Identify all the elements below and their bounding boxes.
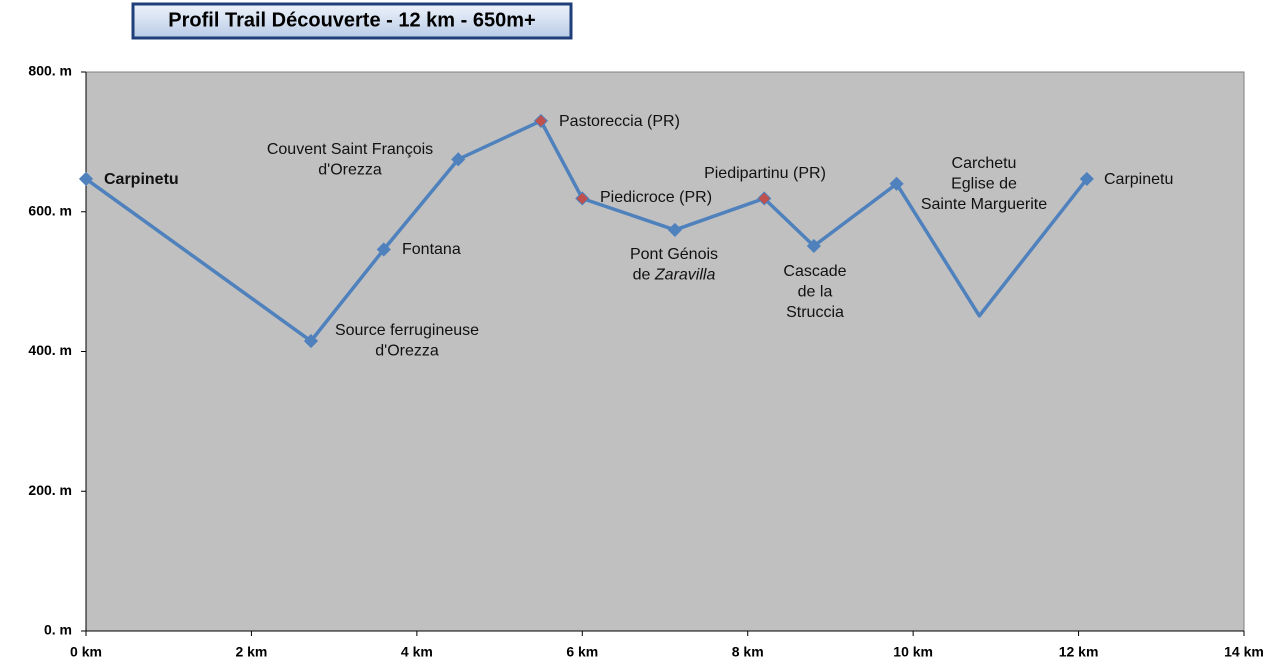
plot-area <box>85 71 1245 632</box>
point-label: Struccia <box>786 304 844 321</box>
x-tick-label: 6 km <box>566 644 598 660</box>
marker <box>575 191 590 206</box>
marker <box>451 152 466 167</box>
marker <box>1079 171 1094 186</box>
point-label: Cascade <box>783 263 846 280</box>
point-label: Eglise de <box>951 176 1017 193</box>
point-label: Carchetu <box>952 155 1017 172</box>
point-label: d'Orezza <box>318 162 382 179</box>
x-tick-label: 2 km <box>235 644 267 660</box>
point-label: Piedipartinu (PR) <box>704 165 826 182</box>
point-label: d'Orezza <box>375 343 439 360</box>
marker <box>376 242 391 257</box>
x-tick-label: 0 km <box>70 644 102 660</box>
x-tick-label: 12 km <box>1059 644 1099 660</box>
marker <box>667 222 682 237</box>
point-label: Pont Génois <box>630 246 718 263</box>
marker <box>78 171 94 186</box>
marker <box>889 176 904 191</box>
marker <box>757 191 772 206</box>
point-label: Sainte Marguerite <box>921 196 1047 213</box>
y-tick-label: 0. m <box>44 622 72 638</box>
point-label: Carpinetu <box>104 171 179 188</box>
y-tick-label: 200. m <box>28 482 72 498</box>
y-tick-label: 400. m <box>28 342 72 358</box>
x-tick-label: 8 km <box>732 644 764 660</box>
y-tick-label: 800. m <box>28 63 72 79</box>
label-part: Zaravilla <box>654 267 716 284</box>
x-tick-label: 10 km <box>893 644 933 660</box>
x-tick-label: 14 km <box>1224 644 1264 660</box>
marker <box>806 238 821 254</box>
marker <box>533 113 548 128</box>
point-label: de Zaravilla <box>633 267 716 284</box>
chart-title: Profil Trail Découverte - 12 km - 650m+ <box>168 9 535 31</box>
elevation-line <box>84 119 1089 343</box>
point-label: Pastoreccia (PR) <box>559 113 680 130</box>
y-tick-label: 600. m <box>28 202 72 218</box>
x-tick-label: 4 km <box>401 644 433 660</box>
point-label: Source ferrugineuse <box>335 322 479 339</box>
point-label: de la <box>798 284 833 301</box>
point-label: Piedicroce (PR) <box>600 189 712 206</box>
label-part: de <box>633 267 655 284</box>
point-label: Fontana <box>402 241 461 258</box>
title-box <box>131 2 573 40</box>
point-label: Couvent Saint François <box>267 141 433 158</box>
marker <box>303 333 319 349</box>
point-label: Carpinetu <box>1104 171 1173 188</box>
